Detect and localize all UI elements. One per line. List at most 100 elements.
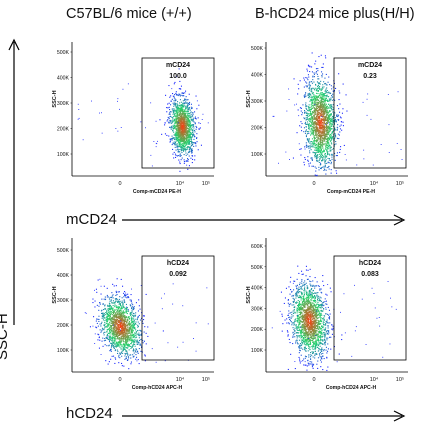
event-dot xyxy=(191,138,193,140)
event-dot xyxy=(98,309,100,311)
event-dot xyxy=(321,119,323,121)
event-dot xyxy=(186,102,188,104)
event-dot xyxy=(307,131,309,133)
event-dot xyxy=(315,154,317,156)
event-dot xyxy=(173,125,175,127)
event-dot xyxy=(180,115,182,117)
event-dot xyxy=(181,134,183,136)
event-dot xyxy=(186,141,188,143)
event-dot xyxy=(318,141,320,143)
event-dot xyxy=(309,145,311,147)
event-dot xyxy=(322,138,324,140)
event-dot xyxy=(127,347,129,349)
event-dot xyxy=(116,278,118,280)
event-dot xyxy=(116,320,118,322)
event-dot xyxy=(173,157,175,159)
event-dot xyxy=(307,64,309,66)
event-dot xyxy=(327,122,329,124)
event-dot xyxy=(115,323,117,325)
event-dot xyxy=(317,90,319,92)
event-dot xyxy=(130,340,132,342)
event-dot xyxy=(179,110,181,112)
event-dot xyxy=(323,169,325,171)
event-dot xyxy=(301,130,303,132)
event-dot xyxy=(108,340,110,342)
event-dot xyxy=(286,318,288,320)
event-dot xyxy=(319,133,321,135)
event-dot xyxy=(101,309,103,311)
event-dot xyxy=(310,99,312,101)
event-dot xyxy=(106,319,108,321)
event-dot xyxy=(315,149,317,151)
event-dot xyxy=(136,333,138,335)
event-dot xyxy=(110,342,112,344)
event-dot xyxy=(113,342,115,344)
event-dot xyxy=(121,316,123,318)
event-dot xyxy=(127,325,129,327)
event-dot xyxy=(110,299,112,301)
event-dot xyxy=(320,135,322,137)
event-dot xyxy=(307,141,309,143)
event-dot xyxy=(94,306,96,308)
event-dot xyxy=(186,99,188,101)
event-dot xyxy=(324,161,326,163)
event-dot xyxy=(132,330,134,332)
x-tick-label: 10⁵ xyxy=(202,376,210,383)
event-dot xyxy=(130,343,132,345)
event-dot xyxy=(314,114,316,116)
event-dot xyxy=(304,111,306,113)
event-dot xyxy=(123,322,125,324)
event-dot xyxy=(137,321,139,323)
event-dot xyxy=(326,133,328,135)
event-dot xyxy=(104,327,106,329)
event-dot xyxy=(133,326,135,328)
event-dot xyxy=(313,121,315,123)
event-dot xyxy=(122,349,124,351)
event-dot xyxy=(327,151,329,153)
event-dot xyxy=(114,331,116,333)
event-dot xyxy=(303,117,305,119)
event-dot xyxy=(133,335,135,337)
gate-box xyxy=(333,57,407,169)
event-dot xyxy=(301,280,303,282)
event-dot xyxy=(106,331,108,333)
event-dot xyxy=(324,164,326,166)
event-dot xyxy=(308,88,310,90)
event-dot xyxy=(199,127,201,129)
event-dot xyxy=(319,101,321,103)
event-dot xyxy=(308,108,310,110)
event-dot xyxy=(133,325,135,327)
event-dot xyxy=(134,349,136,351)
event-dot xyxy=(182,115,184,117)
event-dot xyxy=(124,319,126,321)
event-dot xyxy=(125,336,127,338)
event-dot xyxy=(129,313,131,315)
event-dot xyxy=(127,346,129,348)
event-dot xyxy=(336,115,338,117)
event-dot xyxy=(123,329,125,331)
event-dot xyxy=(109,304,111,306)
event-dot xyxy=(173,103,175,105)
event-dot xyxy=(315,68,317,70)
event-dot xyxy=(121,328,123,330)
event-dot xyxy=(175,128,177,130)
event-dot xyxy=(94,343,96,344)
event-dot xyxy=(111,317,113,319)
y-tick-label: 500K xyxy=(251,265,264,271)
event-dot xyxy=(94,300,96,302)
event-dot xyxy=(122,316,124,318)
event-dot xyxy=(317,101,319,103)
event-dot xyxy=(301,114,303,116)
event-dot xyxy=(311,293,313,295)
event-dot xyxy=(133,340,135,342)
event-dot xyxy=(335,121,337,123)
event-dot xyxy=(188,143,190,145)
event-dot xyxy=(296,310,298,312)
event-dot xyxy=(114,338,116,340)
event-dot xyxy=(143,315,145,317)
event-dot xyxy=(124,330,126,332)
event-dot xyxy=(318,83,320,85)
event-dot xyxy=(323,137,325,139)
event-dot xyxy=(119,316,121,318)
